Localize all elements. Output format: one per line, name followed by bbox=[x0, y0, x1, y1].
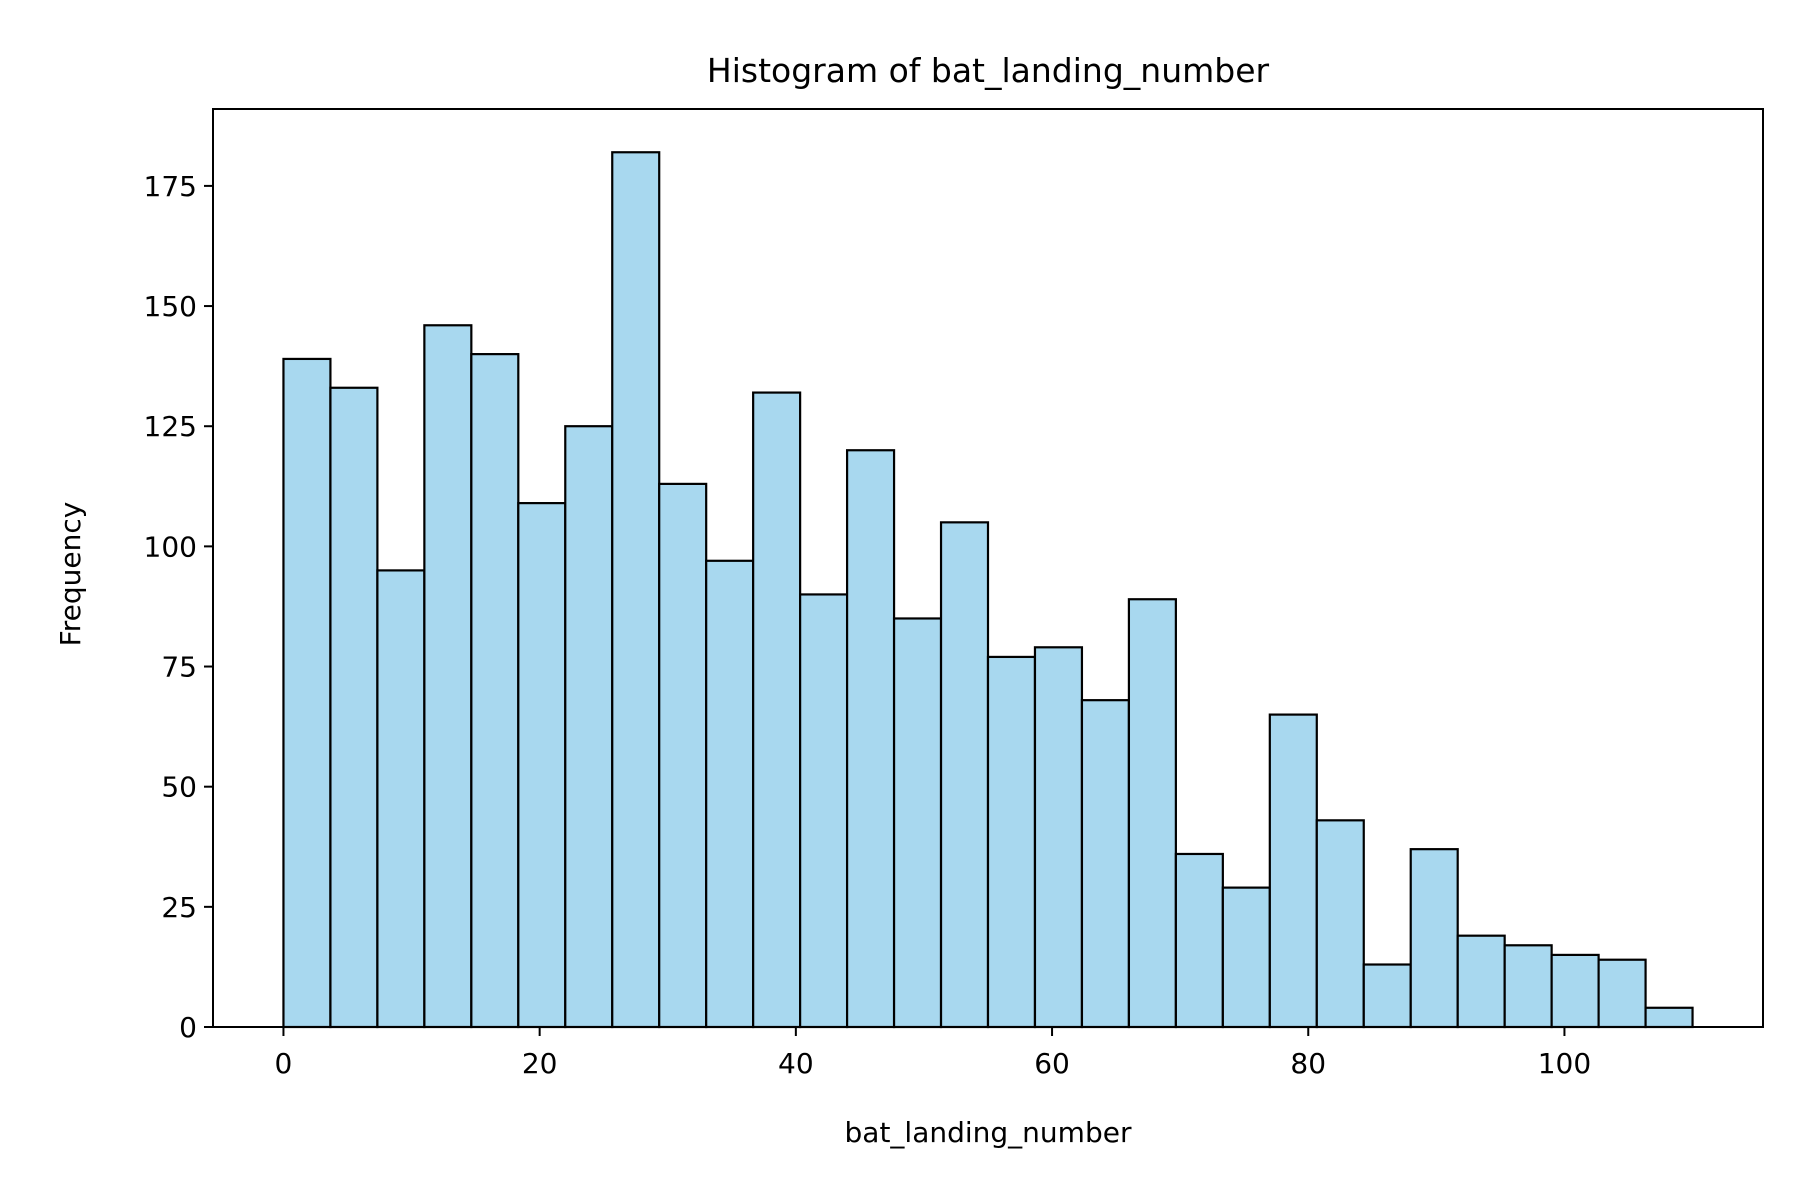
histogram-bar bbox=[1456, 934, 1506, 1029]
histogram-bar bbox=[1644, 1006, 1694, 1029]
histogram-bar bbox=[1409, 848, 1459, 1029]
histogram-bar bbox=[1221, 886, 1271, 1029]
histogram-bar bbox=[939, 521, 990, 1029]
y-axis-ticks: 0 25 50 75 100 125 150 175 bbox=[144, 170, 213, 1044]
y-tick-label: 125 bbox=[144, 410, 197, 443]
x-tick-label: 20 bbox=[522, 1047, 558, 1080]
histogram-bar bbox=[892, 617, 943, 1029]
x-axis-label: bat_landing_number bbox=[845, 1116, 1132, 1149]
y-tick-label: 0 bbox=[179, 1011, 197, 1044]
y-tick-label: 150 bbox=[144, 290, 197, 323]
histogram-bar bbox=[517, 502, 567, 1029]
histogram-bar bbox=[845, 449, 896, 1029]
y-tick-label: 75 bbox=[161, 651, 197, 684]
x-axis-ticks: 0 20 40 60 80 100 bbox=[275, 1027, 1591, 1080]
plot-frame bbox=[212, 108, 1764, 1028]
histogram-bar bbox=[1080, 699, 1131, 1029]
x-tick-label: 100 bbox=[1538, 1047, 1591, 1080]
y-tick-label: 175 bbox=[144, 170, 197, 203]
bars-group bbox=[282, 151, 1694, 1029]
chart-title: Histogram of bat_landing_number bbox=[707, 51, 1270, 90]
histogram-bar bbox=[376, 569, 426, 1029]
histogram-bar bbox=[1174, 852, 1224, 1029]
histogram-bar bbox=[282, 357, 332, 1029]
histogram-bar bbox=[1503, 944, 1553, 1029]
histogram-bar bbox=[752, 391, 802, 1029]
histogram-bar bbox=[1550, 953, 1600, 1029]
y-tick-label: 50 bbox=[161, 771, 197, 804]
histogram-bar bbox=[1127, 598, 1177, 1029]
y-tick-label: 100 bbox=[144, 530, 197, 563]
x-tick-label: 40 bbox=[778, 1047, 814, 1080]
histogram-bar bbox=[611, 151, 661, 1029]
histogram-bar bbox=[470, 353, 520, 1029]
y-axis-label: Frequency bbox=[54, 502, 87, 647]
histogram-bar bbox=[1315, 819, 1365, 1029]
x-tick-label: 80 bbox=[1290, 1047, 1326, 1080]
histogram-bar bbox=[329, 386, 379, 1029]
histogram-bar bbox=[1362, 963, 1412, 1029]
histogram-bar bbox=[423, 324, 473, 1029]
x-tick-label: 60 bbox=[1034, 1047, 1070, 1080]
histogram-bar bbox=[986, 655, 1037, 1029]
y-tick-label: 25 bbox=[161, 891, 197, 924]
histogram-bar bbox=[564, 425, 614, 1029]
histogram-bar bbox=[658, 482, 708, 1029]
histogram-bar bbox=[1597, 958, 1647, 1029]
histogram-bar bbox=[799, 593, 849, 1029]
x-tick-label: 0 bbox=[275, 1047, 293, 1080]
histogram-bar bbox=[705, 559, 755, 1029]
histogram-bar bbox=[1268, 713, 1318, 1029]
histogram-bar bbox=[1033, 646, 1084, 1029]
